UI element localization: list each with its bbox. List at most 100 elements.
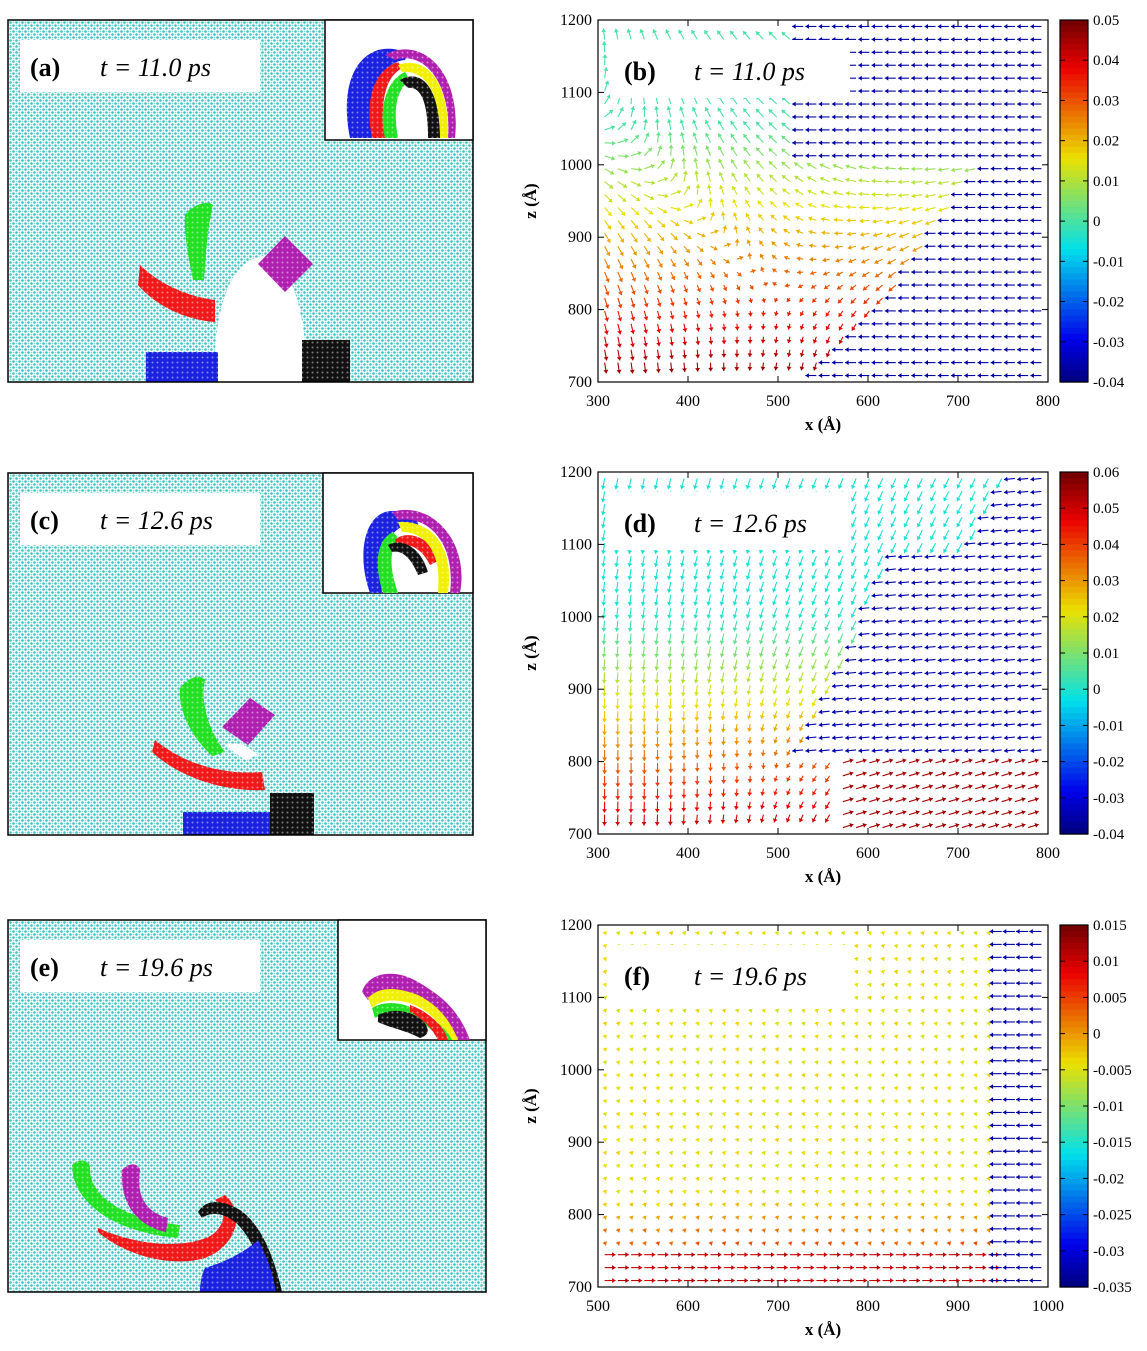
z-tick-label: 900 xyxy=(568,1134,592,1151)
z-tick-label: 700 xyxy=(568,1279,592,1296)
x-tick-label: 600 xyxy=(856,393,880,410)
colorbar-tick-label: 0.06 xyxy=(1093,465,1120,481)
z-tick-label: 900 xyxy=(568,681,592,698)
z-tick-label: 1100 xyxy=(561,989,592,1006)
colorbar-tick-label: -0.025 xyxy=(1093,1208,1132,1224)
panel-time: t = 19.6 ps xyxy=(694,962,807,991)
colorbar-tick-label: 0.04 xyxy=(1093,537,1120,553)
x-tick-label: 400 xyxy=(676,393,700,410)
inset-frame xyxy=(323,473,473,593)
panel-letter: (d) xyxy=(624,509,656,538)
x-tick-label: 900 xyxy=(946,1298,970,1315)
colorbar-tick-label: 0.05 xyxy=(1093,13,1119,29)
x-tick-label: 600 xyxy=(676,1298,700,1315)
colorbar-tick-label: 0.05 xyxy=(1093,501,1119,517)
colorbar-tick-label: 0.02 xyxy=(1093,610,1119,626)
colorbar-tick-label: -0.01 xyxy=(1093,254,1124,270)
x-axis-label: x (Å) xyxy=(805,1320,841,1339)
x-tick-label: 300 xyxy=(586,393,610,410)
z-axis-label: z (Å) xyxy=(521,183,540,218)
panel-letter: (b) xyxy=(624,57,656,86)
colorbar-tick-label: 0.04 xyxy=(1093,53,1120,69)
atom-panel-2: (c) t = 12.6 ps xyxy=(8,473,473,835)
inset xyxy=(338,920,486,1040)
panel-letter: (a) xyxy=(30,53,60,82)
colorbar-tick-label: 0.01 xyxy=(1093,954,1119,970)
colorbar-tick-label: 0.01 xyxy=(1093,174,1119,190)
z-tick-label: 700 xyxy=(568,374,592,391)
colorbar-tick-label: -0.035 xyxy=(1093,1280,1132,1296)
colorbar-tick-label: 0.02 xyxy=(1093,134,1119,150)
colorbar: 0.015 0.01 0.005 0 -0.005 -0.01 -0.015 -0.02 -0.… xyxy=(1060,918,1132,1296)
x-axis-label: x (Å) xyxy=(805,415,841,434)
colorbar-tick-label: 0 xyxy=(1093,214,1101,230)
x-tick-label: 800 xyxy=(1036,393,1060,410)
colorbar-tick-label: 0.01 xyxy=(1093,646,1119,662)
tracer-blue xyxy=(146,352,218,382)
inset xyxy=(323,473,473,593)
colorbar-tick-label: 0.03 xyxy=(1093,574,1119,590)
atom-panel-1: (a) t = 11.0 ps xyxy=(8,20,473,382)
colorbar-tick-label: -0.02 xyxy=(1093,295,1124,311)
vector-plot-3: 500 600 700 800 900 1000 700 800 900 1000 1100 1200… xyxy=(521,917,1132,1339)
colorbar: 0.05 0.04 0.03 0.02 0.01 0 -0.01 -0.02 -0.03 -0.0… xyxy=(1060,13,1125,391)
panel-letter: (c) xyxy=(30,506,59,535)
x-tick-label: 1000 xyxy=(1032,1298,1064,1315)
z-tick-label: 1000 xyxy=(560,1062,592,1079)
colorbar-tick-label: -0.01 xyxy=(1093,718,1124,734)
x-axis-label: x (Å) xyxy=(805,867,841,886)
x-tick-label: 700 xyxy=(766,1298,790,1315)
x-tick-label: 300 xyxy=(586,845,610,862)
colorbar-tick-label: 0.015 xyxy=(1093,918,1127,934)
z-axis-label: z (Å) xyxy=(521,635,540,670)
z-tick-label: 800 xyxy=(568,1207,592,1224)
atom-panel-3: (e) t = 19.6 ps xyxy=(8,920,486,1292)
tracer-black xyxy=(270,793,314,835)
inset xyxy=(325,20,473,140)
panel-time: t = 19.6 ps xyxy=(100,953,213,982)
x-tick-label: 500 xyxy=(766,845,790,862)
panel-time: t = 12.6 ps xyxy=(100,506,213,535)
panel-letter: (e) xyxy=(30,953,59,982)
z-tick-label: 800 xyxy=(568,302,592,319)
colorbar-tick-label: -0.04 xyxy=(1093,375,1125,391)
colorbar-tick-label: -0.02 xyxy=(1093,1171,1124,1187)
colorbar-tick-label: -0.04 xyxy=(1093,827,1125,843)
x-tick-label: 700 xyxy=(946,845,970,862)
tracer-black xyxy=(302,340,350,382)
colorbar-tick-label: -0.03 xyxy=(1093,335,1124,351)
colorbar-tick-label: -0.03 xyxy=(1093,1244,1124,1260)
colorbar-tick-label: -0.02 xyxy=(1093,755,1124,771)
colorbar-tick-label: -0.015 xyxy=(1093,1135,1132,1151)
x-tick-label: 800 xyxy=(856,1298,880,1315)
x-tick-label: 400 xyxy=(676,845,700,862)
z-tick-label: 800 xyxy=(568,754,592,771)
colorbar-tick-label: 0.03 xyxy=(1093,93,1119,109)
panel-time: t = 11.0 ps xyxy=(100,53,211,82)
x-tick-label: 500 xyxy=(586,1298,610,1315)
x-tick-label: 700 xyxy=(946,393,970,410)
colorbar-tick-label: -0.01 xyxy=(1093,1099,1124,1115)
z-tick-label: 1200 xyxy=(560,917,592,934)
z-tick-label: 900 xyxy=(568,229,592,246)
tracer-blue xyxy=(183,812,275,835)
colorbar-tick-label: 0 xyxy=(1093,1027,1101,1043)
panel-letter: (f) xyxy=(624,962,650,991)
x-tick-label: 800 xyxy=(1036,845,1060,862)
colorbar-tick-label: 0.005 xyxy=(1093,990,1127,1006)
colorbar-tick-label: -0.03 xyxy=(1093,791,1124,807)
z-tick-label: 700 xyxy=(568,826,592,843)
vector-plot-1: 300 400 500 600 700 800 700 800 900 1000 1100 1200 x… xyxy=(521,12,1125,434)
panel-time: t = 11.0 ps xyxy=(694,57,805,86)
z-tick-label: 1200 xyxy=(560,12,592,29)
z-tick-label: 1100 xyxy=(561,84,592,101)
colorbar-tick-label: -0.005 xyxy=(1093,1063,1132,1079)
x-tick-label: 500 xyxy=(766,393,790,410)
colorbar-tick-label: 0 xyxy=(1093,682,1101,698)
z-tick-label: 1100 xyxy=(561,536,592,553)
z-tick-label: 1000 xyxy=(560,157,592,174)
colorbar: 0.06 0.05 0.04 0.03 0.02 0.01 0 -0.01 -0.02 -0.03… xyxy=(1060,465,1125,843)
